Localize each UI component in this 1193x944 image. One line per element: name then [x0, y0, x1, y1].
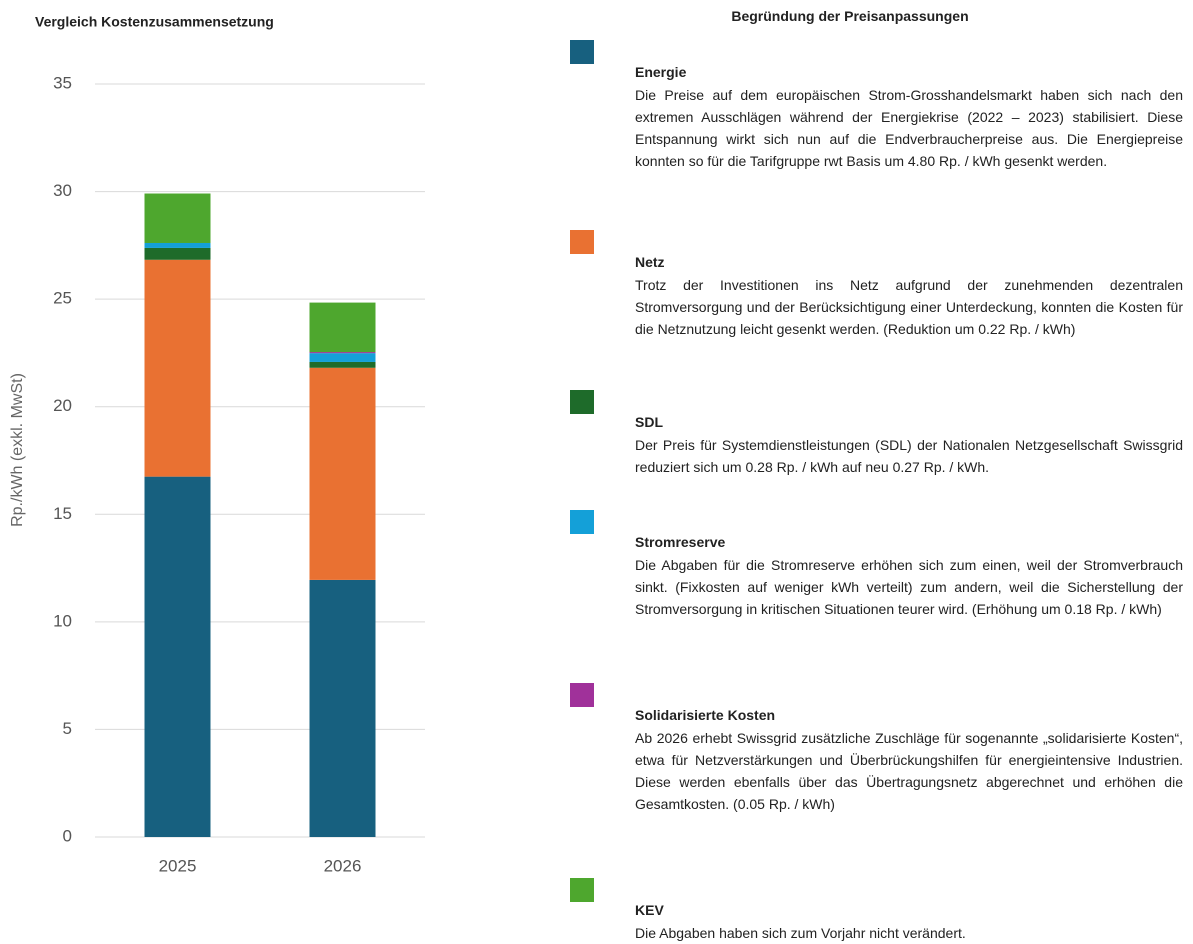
legend-swatch	[570, 878, 594, 902]
legend-label: Solidarisierte Kosten	[635, 707, 776, 723]
description: Trotz der Investitionen ins Netz aufgrun…	[635, 277, 1183, 337]
bar-segment	[309, 579, 376, 837]
bar-segment	[144, 476, 211, 837]
legend-label: Stromreserve	[635, 534, 726, 550]
description: Die Preise auf dem europäischen Strom-Gr…	[635, 87, 1183, 169]
chart: Vergleich Kostenzusammensetzung Rp./kWh …	[9, 14, 425, 875]
legend-swatch	[570, 510, 594, 534]
y-axis-label: Rp./kWh (exkl. MwSt)	[9, 373, 26, 527]
legend-label: KEV	[635, 902, 664, 918]
bar-segment	[144, 247, 211, 260]
legend-swatch	[570, 390, 594, 414]
x-tick-label: 2025	[159, 856, 197, 875]
legend-swatch	[570, 683, 594, 707]
bar-segment	[144, 259, 211, 477]
panel-title: Begründung der Preisanpassungen	[731, 8, 969, 24]
y-tick-label: 0	[63, 826, 72, 845]
bar-segment	[309, 361, 376, 368]
bar-segment	[144, 193, 211, 243]
description: Die Abgaben für die Stromreserve erhöhen…	[635, 557, 1183, 617]
bar-segment	[309, 353, 376, 362]
description: Der Preis für Systemdienstleistungen (SD…	[635, 437, 1183, 475]
x-tick-label: 2026	[324, 856, 362, 875]
bar-segment	[309, 367, 376, 580]
legend-label: Energie	[635, 64, 687, 80]
chart-title: Vergleich Kostenzusammensetzung	[35, 14, 274, 30]
y-tick-label: 5	[63, 719, 72, 738]
bar-segment	[309, 352, 376, 354]
y-tick-label: 30	[53, 181, 72, 200]
y-tick-label: 15	[53, 504, 72, 523]
y-tick-label: 25	[53, 289, 72, 308]
legend-swatch	[570, 230, 594, 254]
description: Die Abgaben haben sich zum Vorjahr nicht…	[635, 925, 966, 941]
description: Ab 2026 erhebt Swissgrid zusätzliche Zus…	[635, 730, 1183, 812]
y-tick-label: 35	[53, 73, 72, 92]
y-tick-label: 10	[53, 611, 72, 630]
bar-segment	[144, 242, 211, 248]
legend-label: Netz	[635, 254, 665, 270]
y-tick-label: 20	[53, 396, 72, 415]
legend-label: SDL	[635, 414, 663, 430]
bar-segment	[309, 302, 376, 353]
legend-swatch	[570, 40, 594, 64]
